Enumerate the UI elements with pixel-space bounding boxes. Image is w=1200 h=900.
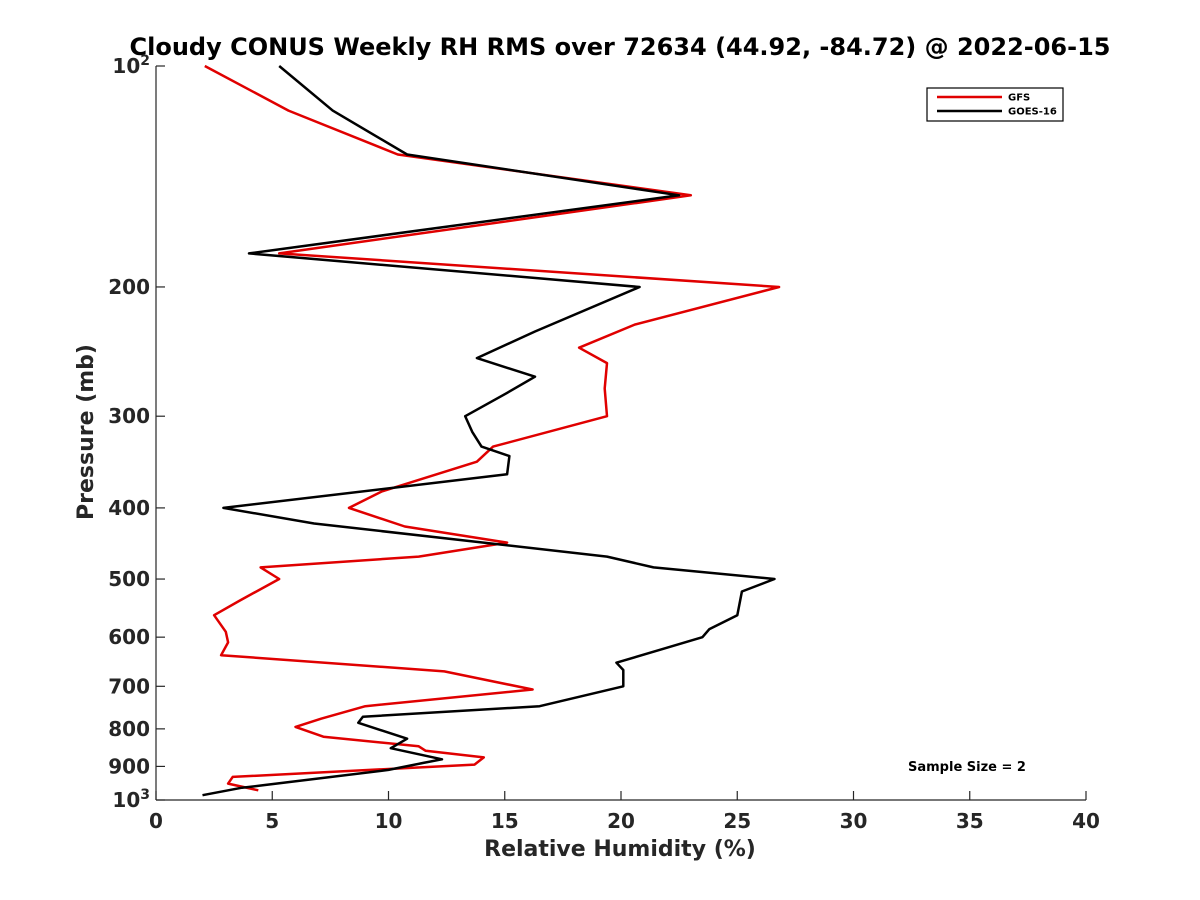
y-tick-label: 600 xyxy=(108,625,150,649)
y-tick-label: 400 xyxy=(108,496,150,520)
series-line-gfs xyxy=(204,64,781,792)
x-tick-label: 10 xyxy=(375,809,403,833)
series-line-goes-16 xyxy=(202,65,776,797)
x-axis-label: Relative Humidity (%) xyxy=(484,837,756,862)
y-tick-label: 102 xyxy=(112,53,150,78)
x-tick-label: 40 xyxy=(1072,809,1100,833)
x-tick-label: 25 xyxy=(723,809,751,833)
x-tick-label: 0 xyxy=(149,809,163,833)
y-tick-label: 700 xyxy=(108,674,150,698)
legend-box xyxy=(926,87,1064,122)
legend: GFS GOES-16 xyxy=(937,93,1057,118)
y-tick-label: 300 xyxy=(108,404,150,428)
plot-area: 0 5 10 15 20 25 30 35 40 102 200 300 400 500 600 700 800… xyxy=(108,53,1100,833)
x-tick-label: 30 xyxy=(840,809,868,833)
sample-size-annotation: Sample Size = 2 xyxy=(908,760,1026,775)
y-tick-label: 103 xyxy=(112,787,150,812)
y-tick-label: 900 xyxy=(108,754,150,778)
x-tick-label: 35 xyxy=(956,809,984,833)
legend-label-gfs: GFS xyxy=(1008,93,1030,104)
y-axis-label: Pressure (mb) xyxy=(74,344,99,520)
x-tick-label: 5 xyxy=(265,809,279,833)
y-tick-label: 200 xyxy=(108,275,150,299)
y-tick-label: 500 xyxy=(108,567,150,591)
chart-title: Cloudy CONUS Weekly RH RMS over 72634 (4… xyxy=(130,33,1111,61)
legend-label-goes-16: GOES-16 xyxy=(1008,107,1057,118)
x-tick-label: 20 xyxy=(607,809,635,833)
x-tick-label: 15 xyxy=(491,809,519,833)
y-tick-label: 800 xyxy=(108,717,150,741)
